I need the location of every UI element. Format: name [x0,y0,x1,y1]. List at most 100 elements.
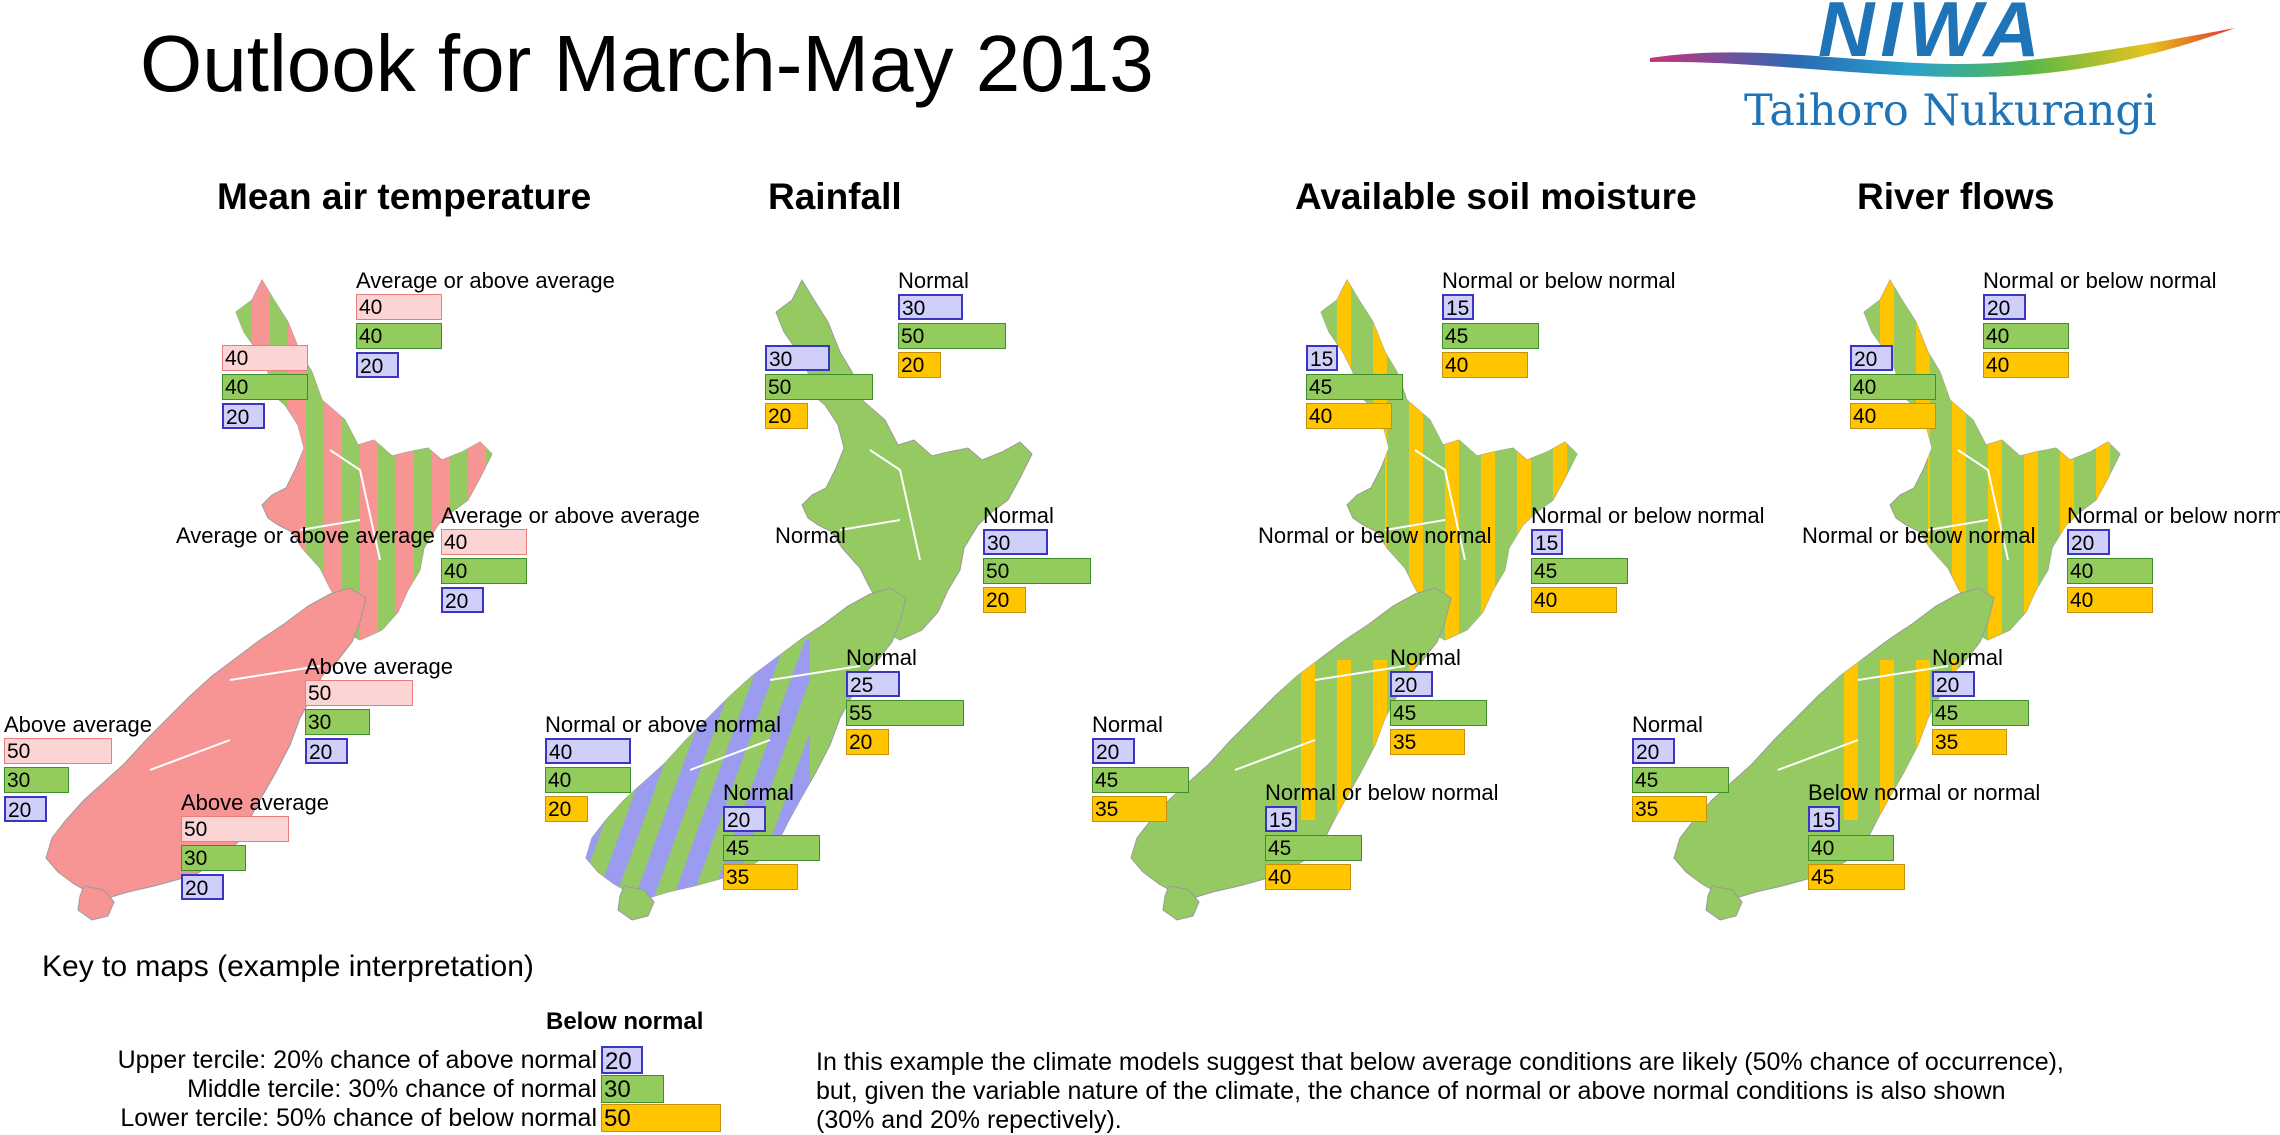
probability-bar-belowsoil: 20 [846,729,889,755]
probability-bar-belowsoil: 40 [2067,587,2153,613]
probability-bar-normal: 40 [222,374,308,400]
region-label: Above average [181,790,329,815]
probability-bar-below: 30 [765,345,830,371]
region-label: Normal or below normal [2067,503,2280,528]
region-label: Normal or below normal [1258,523,1492,548]
key-bar-lower: 50 [601,1104,721,1132]
probability-bar-above: 50 [181,816,289,842]
probability-bar-below: 15 [1442,294,1474,320]
probability-bar-belowsoil: 35 [1932,729,2007,755]
probability-bar-belowsoil: 40 [1983,352,2069,378]
probability-bar-belowsoil: 20 [545,796,588,822]
probability-bar-above: 50 [305,680,413,706]
key-row-upper: Upper tercile: 20% chance of above norma… [117,1046,597,1074]
probability-bar-below: 20 [441,587,484,613]
region-label: Normal [1092,712,1163,737]
probability-bar-below: 20 [4,796,47,822]
key-bar-upper: 20 [601,1046,643,1075]
key-bar-middle: 30 [601,1075,664,1103]
probability-bar-belowsoil: 40 [1306,403,1392,429]
region-label: Below normal or normal [1808,780,2041,805]
soil-moisture-map [1130,279,1578,921]
probability-bar-below: 20 [356,352,399,378]
probability-bar-normal: 50 [983,558,1091,584]
probability-bar-normal: 45 [1265,835,1362,861]
region-label: Normal or below normal [1983,268,2217,293]
logo-subtitle: Taihoro Nukurangi [1744,86,2157,136]
probability-bar-normal: 45 [1306,374,1403,400]
river-flows-map [1673,279,2121,921]
probability-bar-normal: 55 [846,700,964,726]
panel-title-temperature: Mean air temperature [217,176,592,217]
region-label: Normal [983,503,1054,528]
probability-bar-below: 30 [983,529,1048,555]
probability-bar-below: 20 [222,403,265,429]
probability-bar-normal: 30 [4,767,69,793]
probability-bar-normal: 40 [1850,374,1936,400]
niwa-logo: NIWA Taihoro Nukurangi [1650,0,2240,150]
probability-bar-above: 40 [222,345,308,371]
region-label: Normal [1632,712,1703,737]
rainfall-map [585,279,1033,921]
temperature-map [45,279,493,921]
probability-bar-below: 20 [1092,738,1135,764]
probability-bar-normal: 45 [1442,323,1539,349]
probability-bar-below: 40 [545,738,631,764]
probability-bar-below: 15 [1531,529,1563,555]
probability-bar-below: 20 [181,874,224,900]
probability-bar-below: 20 [1390,671,1433,697]
region-label: Above average [305,654,453,679]
logo-wordmark: NIWA [1818,0,2046,73]
probability-bar-normal: 45 [1092,767,1189,793]
region-label: Normal or below normal [1265,780,1499,805]
region-label: Normal [723,780,794,805]
page-title: Outlook for March-May 2013 [140,19,1154,108]
probability-bar-below: 20 [1983,294,2026,320]
probability-bar-below: 20 [1932,671,1975,697]
panel-title-soil-moisture: Available soil moisture [1295,176,1697,217]
probability-bar-belowsoil: 40 [1442,352,1528,378]
probability-bar-normal: 45 [1531,558,1628,584]
probability-bar-below: 20 [2067,529,2110,555]
probability-bar-below: 25 [846,671,900,697]
probability-bar-above: 40 [441,529,527,555]
region-label: Above average [4,712,152,737]
probability-bar-belowsoil: 35 [1390,729,1465,755]
probability-bar-below: 30 [898,294,963,320]
probability-bar-belowsoil: 20 [898,352,941,378]
panel-title-river-flows: River flows [1857,176,2055,217]
probability-bar-normal: 45 [1390,700,1487,726]
probability-bar-normal: 40 [441,558,527,584]
probability-bar-normal: 50 [765,374,873,400]
niwa-swoosh-icon [1650,28,2235,78]
region-label: Average or above average [356,268,615,293]
region-label: Normal [898,268,969,293]
key-row-middle: Middle tercile: 30% chance of normal [187,1075,597,1103]
key-explanation: In this example the climate models sugge… [816,1048,2064,1134]
region-label: Average or above average [176,523,435,548]
probability-bar-normal: 40 [1983,323,2069,349]
probability-bar-normal: 40 [356,323,442,349]
probability-bar-normal: 30 [305,709,370,735]
probability-bar-belowsoil: 40 [1531,587,1617,613]
region-label: Normal or below normal [1802,523,2036,548]
region-label: Normal or above normal [545,712,781,737]
probability-bar-below: 20 [1632,738,1675,764]
probability-bar-normal: 40 [2067,558,2153,584]
region-label: Normal [1932,645,2003,670]
probability-bar-normal: 50 [898,323,1006,349]
region-label: Normal [846,645,917,670]
probability-bar-below: 15 [1306,345,1338,371]
probability-bar-normal: 40 [1808,835,1894,861]
key-heading: Below normal [546,1008,704,1035]
probability-bar-below: 20 [1850,345,1893,371]
probability-bar-above: 50 [4,738,112,764]
probability-bar-belowsoil: 20 [983,587,1026,613]
region-label: Normal or below normal [1531,503,1765,528]
probability-bar-below: 15 [1808,806,1840,832]
key-title: Key to maps (example interpretation) [42,950,534,983]
probability-bar-below: 15 [1265,806,1297,832]
probability-bar-below: 20 [723,806,766,832]
probability-bar-below: 20 [305,738,348,764]
probability-bar-belowsoil: 40 [1265,864,1351,890]
